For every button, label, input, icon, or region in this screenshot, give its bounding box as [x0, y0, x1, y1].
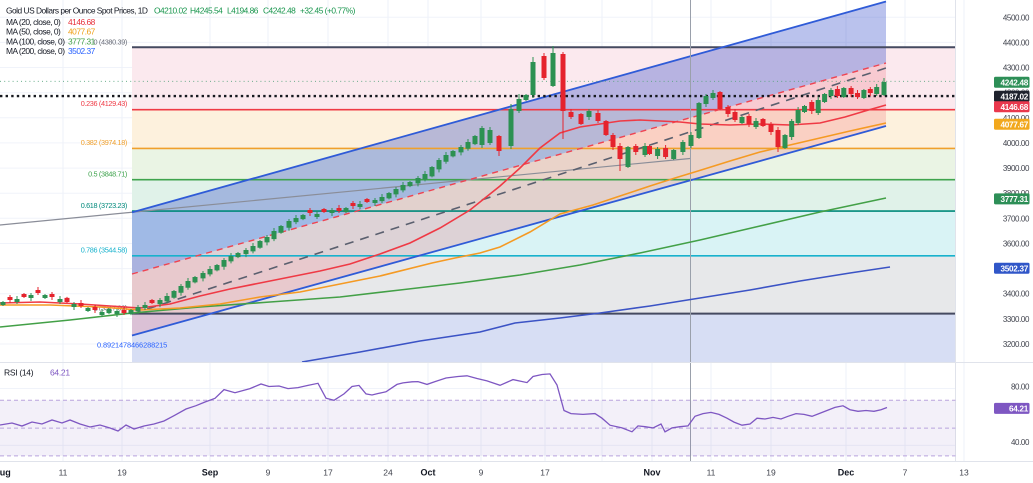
svg-text:H4245.54: H4245.54: [190, 6, 223, 16]
svg-text:Gold US Dollars per Ounce Spot: Gold US Dollars per Ounce Spot Prices, 1…: [6, 6, 148, 16]
svg-text:17: 17: [323, 468, 333, 478]
svg-text:13: 13: [959, 468, 969, 478]
svg-text:C4242.48: C4242.48: [263, 6, 296, 16]
svg-text:L4194.86: L4194.86: [227, 6, 259, 16]
svg-text:Dec: Dec: [838, 468, 855, 478]
svg-text:40.00: 40.00: [1011, 438, 1030, 447]
svg-text:3300.00: 3300.00: [1003, 315, 1030, 324]
svg-text:4146.68: 4146.68: [1001, 103, 1029, 112]
svg-text:+32.45 (+0.77%): +32.45 (+0.77%): [300, 6, 356, 16]
svg-text:4242.48: 4242.48: [1001, 78, 1029, 87]
svg-text:MA (200, close, 0): MA (200, close, 0): [6, 46, 65, 56]
svg-text:3200.00: 3200.00: [1003, 340, 1030, 349]
svg-text:0.618 (3723.23): 0.618 (3723.23): [81, 201, 127, 210]
svg-text:4400.00: 4400.00: [1003, 38, 1030, 47]
svg-text:4187.02: 4187.02: [1001, 92, 1029, 101]
svg-text:64.21: 64.21: [1009, 404, 1029, 413]
svg-text:9: 9: [479, 468, 484, 478]
svg-text:64.21: 64.21: [50, 368, 70, 378]
svg-text:3900.00: 3900.00: [1003, 164, 1030, 173]
svg-text:0.382 (3974.18): 0.382 (3974.18): [81, 138, 127, 147]
svg-text:O4210.02: O4210.02: [154, 6, 188, 16]
svg-text:9: 9: [266, 468, 271, 478]
svg-text:3400.00: 3400.00: [1003, 290, 1030, 299]
svg-text:4077.67: 4077.67: [68, 27, 96, 37]
svg-text:0.5 (3848.71): 0.5 (3848.71): [88, 170, 127, 179]
svg-text:RSI (14): RSI (14): [4, 368, 34, 378]
svg-text:24: 24: [383, 468, 393, 478]
svg-text:19: 19: [117, 468, 127, 478]
svg-text:11: 11: [707, 468, 716, 478]
svg-text:0.786 (3544.58): 0.786 (3544.58): [81, 246, 127, 255]
svg-text:17: 17: [540, 468, 550, 478]
svg-text:MA (50, close, 0): MA (50, close, 0): [6, 27, 61, 37]
svg-text:Sep: Sep: [202, 468, 219, 478]
svg-text:19: 19: [766, 468, 776, 478]
svg-text:0 (4380.39): 0 (4380.39): [94, 38, 127, 47]
svg-text:80.00: 80.00: [1011, 382, 1030, 391]
svg-text:MA (20, close, 0): MA (20, close, 0): [6, 17, 61, 27]
svg-text:Nov: Nov: [643, 468, 660, 478]
svg-text:MA (100, close, 0): MA (100, close, 0): [6, 36, 65, 46]
svg-text:3502.37: 3502.37: [1001, 264, 1029, 273]
svg-text:4077.67: 4077.67: [1001, 120, 1029, 129]
svg-text:4000.00: 4000.00: [1003, 139, 1030, 148]
svg-text:3700.00: 3700.00: [1003, 214, 1030, 223]
svg-text:3777.31: 3777.31: [68, 36, 96, 46]
svg-text:4300.00: 4300.00: [1003, 64, 1030, 73]
svg-text:4100.00: 4100.00: [1003, 114, 1030, 123]
svg-text:11: 11: [59, 468, 68, 478]
svg-text:4146.68: 4146.68: [68, 17, 96, 27]
svg-text:4500.00: 4500.00: [1003, 13, 1030, 22]
svg-text:Aug: Aug: [0, 468, 11, 478]
svg-text:0.236 (4129.43): 0.236 (4129.43): [81, 99, 127, 108]
svg-text:0.8921478466288215: 0.8921478466288215: [97, 341, 167, 350]
svg-text:3600.00: 3600.00: [1003, 239, 1030, 248]
svg-text:7: 7: [903, 468, 908, 478]
svg-text:3777.31: 3777.31: [1001, 195, 1029, 204]
svg-text:3502.37: 3502.37: [68, 46, 96, 56]
svg-text:Oct: Oct: [420, 468, 435, 478]
